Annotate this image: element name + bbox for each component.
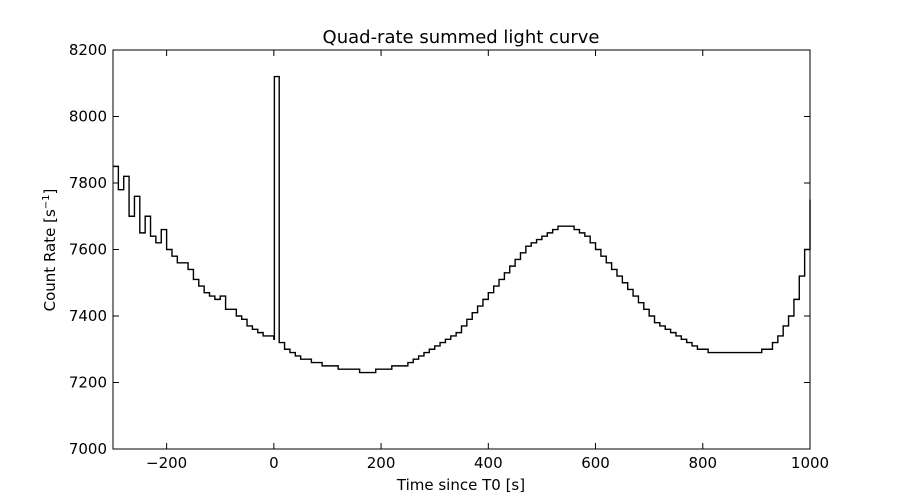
x-tick-label: 800 xyxy=(688,454,717,472)
y-axis-label-main: Count Rate [s xyxy=(41,209,59,311)
axis-ticks: −200 0 200 400 600 800 1000 7000 7200 7400 7600 780… xyxy=(69,41,829,472)
x-tick-label: 0 xyxy=(269,454,279,472)
plot-area xyxy=(113,75,811,374)
y-tick-label: 8000 xyxy=(69,108,107,126)
light-curve-series-0 xyxy=(113,75,811,374)
y-axis-label: Count Rate [s−1] xyxy=(41,189,59,312)
x-tick-label: 600 xyxy=(581,454,610,472)
y-tick-label: 7800 xyxy=(69,174,107,192)
x-tick-label: −200 xyxy=(146,454,187,472)
y-tick-label: 7000 xyxy=(69,440,107,458)
y-tick-label: 7200 xyxy=(69,374,107,392)
y-axis-label-close: ] xyxy=(41,189,59,195)
chart-title: Quad-rate summed light curve xyxy=(323,27,600,48)
x-tick-label: 1000 xyxy=(791,454,829,472)
x-tick-label: 200 xyxy=(367,454,396,472)
y-axis-label-exponent: −1 xyxy=(41,194,52,209)
x-tick-label: 400 xyxy=(474,454,503,472)
y-tick-label: 7600 xyxy=(69,241,107,259)
y-tick-label: 8200 xyxy=(69,41,107,59)
y-tick-label: 7400 xyxy=(69,307,107,325)
x-axis-label: Time since T0 [s] xyxy=(396,476,525,494)
